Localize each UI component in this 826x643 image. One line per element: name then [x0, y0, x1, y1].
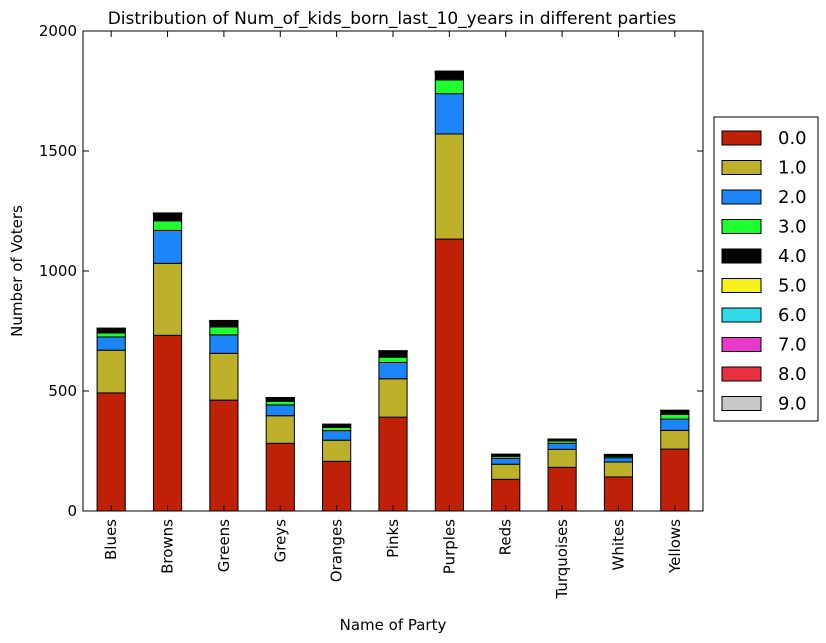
bar-segment — [660, 448, 690, 512]
bar-segment — [434, 133, 464, 240]
bar-segment — [378, 356, 408, 363]
bar-segment — [660, 429, 690, 450]
bar-segment — [378, 350, 408, 352]
legend-swatch — [721, 219, 762, 234]
bar-segment — [209, 319, 239, 322]
bar-segment — [322, 460, 352, 512]
bar-segment — [209, 326, 239, 336]
bar-segment — [547, 438, 577, 440]
bar-segment — [491, 457, 521, 465]
bar-segment — [378, 351, 408, 358]
x-tick-label: Turquoises — [553, 519, 571, 600]
bar-segment — [265, 400, 295, 406]
bar-segment — [434, 238, 464, 512]
x-tick-label: Pinks — [384, 519, 402, 558]
bar-segment — [491, 453, 521, 456]
bars-layer — [96, 70, 690, 512]
bar-segment — [660, 413, 690, 420]
bar-segment — [152, 220, 183, 231]
bar-segment — [152, 214, 183, 222]
bar-segment — [209, 399, 239, 512]
x-tick-label: Greys — [271, 519, 289, 563]
legend-label: 3.0 — [778, 217, 807, 238]
bar-segment — [378, 378, 408, 418]
bar-segment — [96, 392, 126, 512]
bar-segment — [96, 336, 126, 351]
bar-segment — [660, 409, 690, 412]
bar-segment — [547, 448, 577, 468]
bar-segment — [547, 442, 577, 450]
legend-swatch — [721, 278, 762, 293]
legend-swatch — [721, 130, 762, 146]
bar-segment — [434, 70, 464, 73]
legend-swatch — [721, 366, 762, 382]
x-tick-label: Browns — [159, 519, 177, 574]
y-tick-label: 2000 — [39, 22, 77, 40]
bar-segment — [322, 439, 352, 462]
legend-swatch — [721, 307, 762, 323]
legend-label: 2.0 — [778, 187, 807, 208]
bar-segment — [152, 262, 183, 336]
bar-segment — [265, 404, 295, 417]
bar-segment — [209, 352, 239, 401]
bar-segment — [434, 73, 464, 81]
y-axis-label: Number of Voters — [8, 205, 26, 337]
y-axis: 0 500 1000 1500 2000 — [39, 22, 703, 520]
y-tick-label: 1500 — [39, 142, 77, 160]
bar-segment — [547, 466, 577, 512]
bar-segment — [603, 457, 634, 463]
bar-segment — [96, 332, 126, 338]
legend-label: 5.0 — [778, 276, 807, 297]
legend-swatch — [721, 160, 762, 175]
legend-swatch — [721, 189, 762, 205]
bar-segment — [96, 349, 126, 394]
bar-segment — [265, 415, 295, 444]
x-tick-label: Greens — [215, 519, 233, 572]
bar-segment — [378, 416, 408, 512]
legend-swatch — [721, 337, 762, 352]
legend-label: 4.0 — [778, 246, 807, 267]
x-tick-label: Whites — [609, 519, 627, 571]
bar-segment — [603, 461, 634, 478]
bar-segment — [152, 334, 183, 512]
legend-swatch — [721, 396, 762, 411]
y-tick-label: 500 — [48, 382, 77, 400]
legend-label: 1.0 — [778, 158, 807, 179]
bar-segment — [96, 327, 126, 330]
bar-segment — [322, 423, 352, 426]
x-tick-label: Yellows — [666, 519, 684, 574]
bar-segment — [322, 430, 352, 441]
bar-segment — [603, 453, 634, 456]
x-tick-label: Oranges — [328, 519, 346, 582]
bar-segment — [209, 321, 239, 328]
legend-label: 8.0 — [778, 364, 807, 385]
bar-segment — [434, 79, 464, 95]
legend-label: 6.0 — [778, 305, 807, 326]
legend: 0.0 1.0 2.0 3.0 4.0 5.0 6.0 7.0 8.0 9.0 — [713, 116, 819, 422]
legend-swatch — [721, 248, 762, 264]
legend-label: 7.0 — [778, 335, 807, 356]
chart-title: Distribution of Num_of_kids_born_last_10… — [108, 9, 677, 29]
legend-label: 0.0 — [778, 128, 807, 149]
x-tick-label: Purples — [440, 519, 458, 574]
x-axis: Blues Browns Greens Greys Oranges Pinks Purple… — [102, 31, 684, 600]
y-tick-label: 0 — [67, 502, 77, 520]
bar-segment — [660, 418, 690, 431]
x-tick-label: Blues — [102, 519, 120, 560]
bar-segment — [491, 463, 521, 480]
bar-segment — [434, 93, 464, 135]
bar-segment — [152, 212, 183, 214]
bar-segment — [378, 361, 408, 380]
x-axis-label: Name of Party — [340, 616, 447, 634]
legend-label: 9.0 — [778, 394, 807, 415]
x-tick-label: Reds — [497, 519, 515, 555]
bar-segment — [152, 229, 183, 264]
bar-segment — [209, 334, 239, 354]
bar-segment — [265, 442, 295, 512]
bar-segment — [265, 396, 295, 399]
y-tick-label: 1000 — [39, 262, 77, 280]
